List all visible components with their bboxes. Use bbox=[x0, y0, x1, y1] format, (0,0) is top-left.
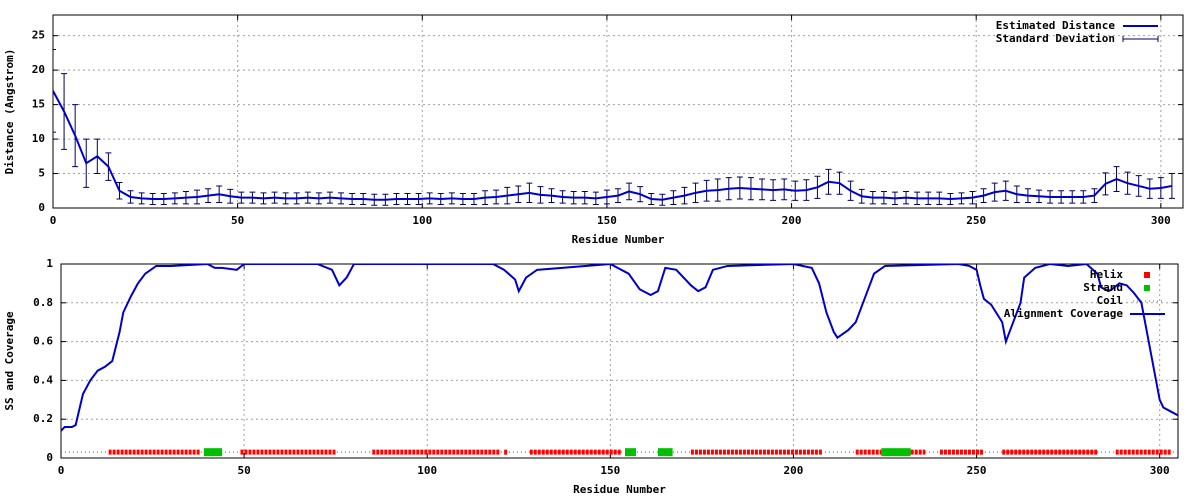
y-tick-label: 25 bbox=[32, 29, 45, 42]
strand-segment bbox=[881, 448, 911, 457]
y-tick-label: 5 bbox=[38, 167, 45, 180]
plot-area bbox=[61, 264, 1178, 457]
x-tick-label: 300 bbox=[1151, 214, 1171, 227]
plot-area bbox=[53, 48, 1175, 206]
y-tick-label: 0.2 bbox=[33, 412, 53, 425]
y-axis-label: SS and Coverage bbox=[3, 311, 16, 411]
x-tick-label: 0 bbox=[50, 214, 57, 227]
strand-segment bbox=[203, 448, 223, 457]
strand-segment bbox=[624, 448, 636, 457]
legend-label: Alignment Coverage bbox=[1004, 307, 1124, 320]
x-tick-label: 200 bbox=[782, 214, 802, 227]
coverage-line bbox=[61, 264, 1178, 432]
y-tick-label: 0 bbox=[46, 451, 53, 464]
legend-label: Strand bbox=[1083, 281, 1123, 294]
error-bar bbox=[53, 48, 56, 133]
y-tick-label: 0 bbox=[38, 201, 45, 214]
x-tick-label: 50 bbox=[237, 464, 250, 477]
x-axis-label: Residue Number bbox=[572, 233, 665, 246]
legend-label: Standard Deviation bbox=[996, 32, 1115, 45]
x-tick-label: 100 bbox=[412, 214, 432, 227]
legend-label: Coil bbox=[1097, 294, 1124, 307]
y-tick-label: 20 bbox=[32, 63, 45, 76]
y-tick-label: 1 bbox=[46, 257, 53, 270]
y-tick-label: 0.4 bbox=[33, 373, 53, 386]
x-tick-label: 100 bbox=[417, 464, 437, 477]
legend-swatch bbox=[1144, 272, 1150, 278]
plot-frame bbox=[60, 263, 1179, 459]
y-axis-label: Distance (Angstrom) bbox=[3, 49, 16, 175]
y-tick-label: 0.8 bbox=[33, 296, 53, 309]
legend-swatch bbox=[1122, 36, 1159, 42]
x-tick-label: 200 bbox=[784, 464, 804, 477]
x-tick-label: 150 bbox=[597, 214, 617, 227]
y-tick-label: 15 bbox=[32, 98, 45, 111]
x-tick-label: 0 bbox=[58, 464, 65, 477]
legend-swatch bbox=[1144, 285, 1150, 291]
distance-line bbox=[53, 90, 1173, 201]
x-axis-label: Residue Number bbox=[573, 483, 666, 496]
x-tick-label: 250 bbox=[966, 214, 986, 227]
y-tick-label: 10 bbox=[32, 132, 45, 145]
y-tick-label: 0.6 bbox=[33, 335, 53, 348]
x-tick-label: 50 bbox=[231, 214, 244, 227]
x-tick-label: 150 bbox=[600, 464, 620, 477]
legend-label: Helix bbox=[1090, 268, 1123, 281]
legend-label: Estimated Distance bbox=[996, 19, 1116, 32]
x-tick-label: 250 bbox=[967, 464, 987, 477]
x-tick-label: 300 bbox=[1150, 464, 1170, 477]
